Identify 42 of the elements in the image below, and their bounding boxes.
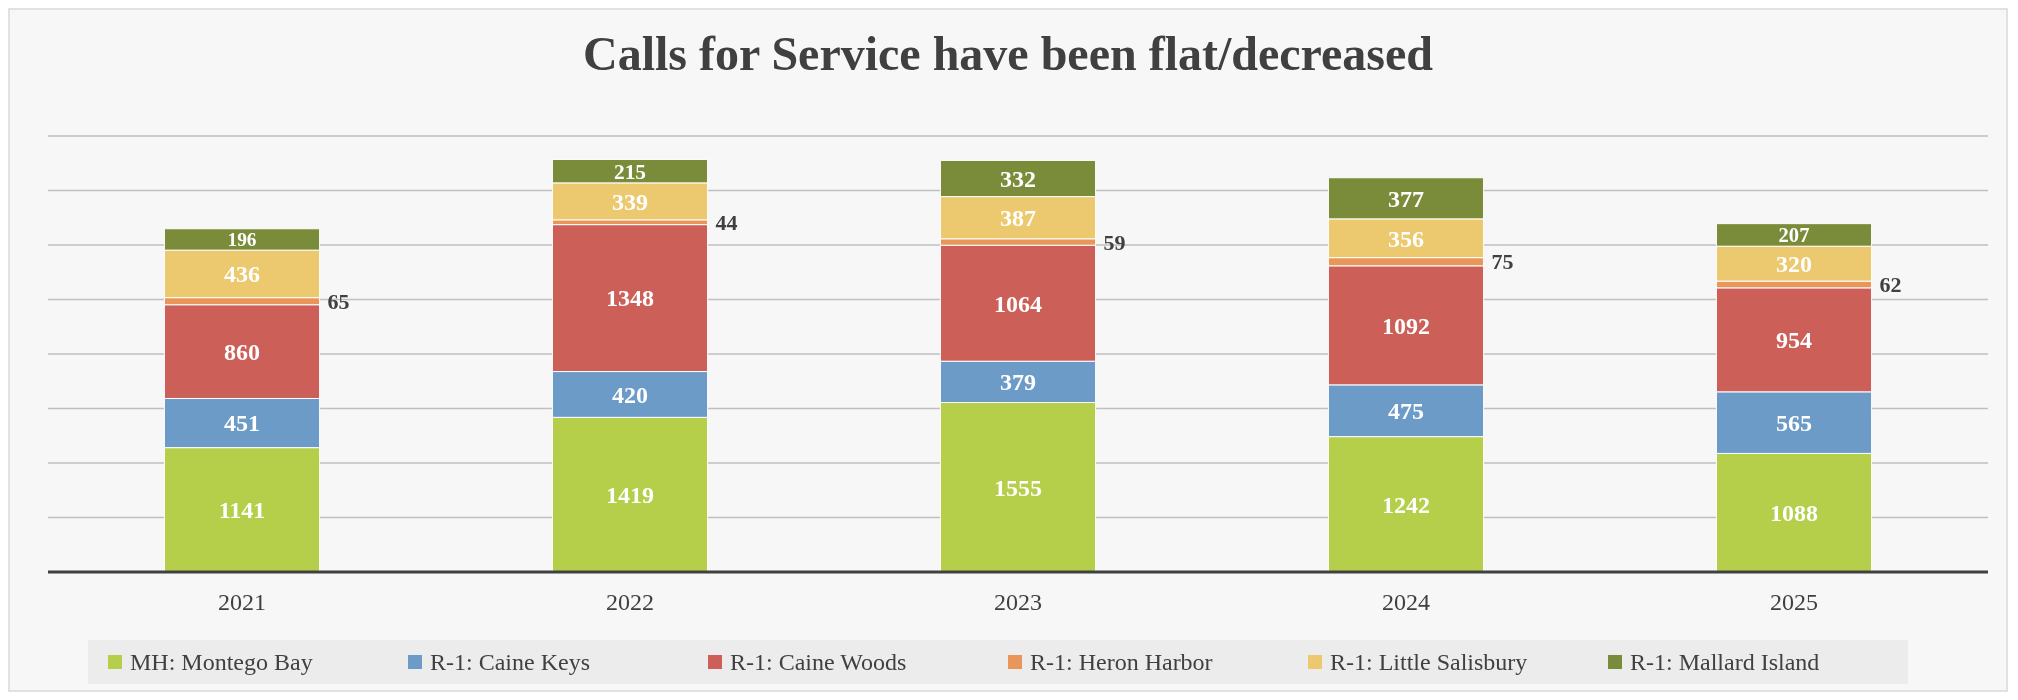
data-label: 62 [1879,272,1902,298]
data-label: 565 [1776,410,1812,437]
data-label: 44 [715,209,738,235]
data-label: 215 [613,159,647,184]
x-tick-label: 2024 [1382,589,1430,615]
data-label: 387 [1000,205,1036,232]
legend-label: MH: Montego Bay [130,649,313,676]
x-tick-label: 2023 [994,589,1042,615]
data-label: 420 [612,381,648,408]
legend-label: R-1: Heron Harbor [1030,649,1213,676]
data-label: 75 [1491,249,1514,275]
data-label: 339 [612,188,648,215]
data-label: 1064 [994,290,1042,317]
x-tick-label: 2021 [218,589,266,615]
legend-label: R-1: Little Salisbury [1330,649,1528,676]
legend-label: R-1: Caine Keys [430,649,590,676]
data-label: 207 [1778,224,1810,247]
data-label: 320 [1776,251,1812,278]
data-label: 356 [1388,225,1424,252]
data-label: 1242 [1382,491,1430,518]
data-label: 954 [1776,327,1812,354]
data-label: 436 [224,261,260,288]
data-label: 1141 [218,497,266,524]
x-tick-label: 2022 [606,589,654,615]
data-label: 451 [224,410,260,437]
data-label: 59 [1103,229,1126,255]
legend-label: R-1: Mallard Island [1630,649,1820,676]
data-label: 1092 [1382,312,1430,339]
data-label: 65 [327,288,350,314]
data-label: 475 [1388,398,1424,425]
data-label: 332 [1000,165,1036,192]
data-label: 196 [227,229,257,251]
data-label: 1555 [994,474,1042,501]
legend-label: R-1: Caine Woods [730,649,907,676]
chart-title: Calls for Service have been flat/decreased [582,27,1434,80]
data-label: 1088 [1770,500,1818,527]
data-label: 379 [1000,369,1036,396]
data-label: 1419 [606,482,654,509]
data-label: 1348 [606,285,654,312]
data-label: 860 [224,339,260,365]
x-tick-label: 2025 [1770,589,1818,615]
data-label: 377 [1388,185,1424,212]
